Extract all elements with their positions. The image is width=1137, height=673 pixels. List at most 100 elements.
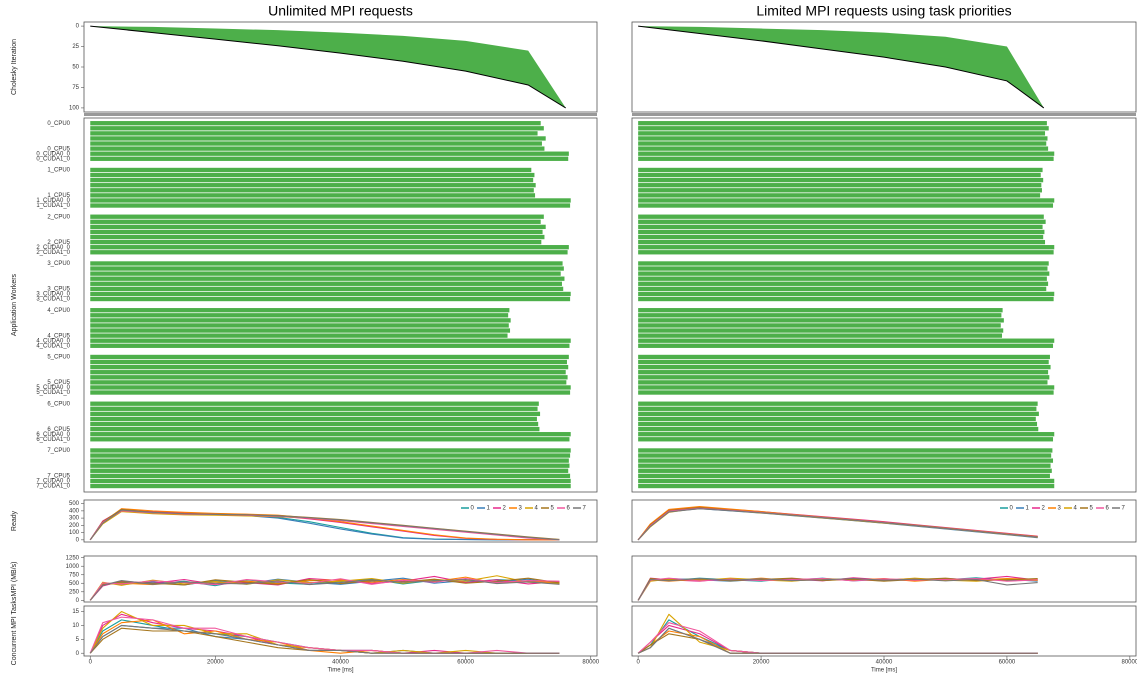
worker-bar xyxy=(638,318,1004,323)
x-tick-label: 80000 xyxy=(1122,660,1137,666)
worker-bar xyxy=(638,266,1048,271)
worker-label: 3_CPU5 xyxy=(47,287,70,293)
y-tick-label: 200 xyxy=(69,523,80,529)
worker-bar xyxy=(90,432,571,437)
worker-bar xyxy=(90,219,541,224)
series-line xyxy=(637,627,1038,654)
legend-label: 5 xyxy=(551,506,555,512)
worker-bar xyxy=(638,136,1048,141)
worker-bar xyxy=(90,146,545,151)
worker-bar xyxy=(638,453,1052,458)
worker-label: 1_CPU0 xyxy=(47,168,70,174)
worker-bar xyxy=(638,198,1055,203)
legend-label: 2 xyxy=(503,506,507,512)
worker-bar xyxy=(90,271,561,276)
task-area xyxy=(90,26,566,108)
worker-bar xyxy=(638,214,1044,219)
worker-bar xyxy=(638,291,1055,297)
worker-label: 1_CUDA1_0 xyxy=(36,203,70,209)
worker-bar xyxy=(90,266,564,271)
x-tick-label: 40000 xyxy=(876,660,893,666)
worker-bar xyxy=(90,151,569,156)
legend-label: 4 xyxy=(535,506,539,512)
legend-label: 7 xyxy=(1122,506,1126,512)
worker-bar xyxy=(638,359,1049,365)
worker-bar xyxy=(90,375,568,380)
worker-label: 0_CPU0 xyxy=(47,121,70,127)
worker-bar xyxy=(638,193,1041,198)
worker-bar xyxy=(90,411,541,417)
y-tick-label: 0 xyxy=(76,598,80,604)
worker-bar xyxy=(638,177,1044,183)
y-tick-label: 750 xyxy=(69,572,80,578)
y-tick-label: 5 xyxy=(76,637,80,643)
worker-bar xyxy=(90,229,543,235)
y-tick-label: 100 xyxy=(69,105,80,111)
series-line xyxy=(89,509,560,541)
worker-bar xyxy=(638,172,1041,178)
legend-label: 6 xyxy=(567,506,571,512)
worker-bar xyxy=(638,286,1047,292)
worker-label: 5_CPU5 xyxy=(47,380,70,386)
worker-bar xyxy=(90,245,569,250)
worker-bar xyxy=(638,483,1055,489)
worker-label: 0_CUDA0_0 xyxy=(36,151,70,157)
worker-bar xyxy=(638,281,1049,286)
completion-line xyxy=(90,25,566,109)
worker-bar xyxy=(90,354,569,360)
worker-label: 3_CUDA1_0 xyxy=(36,297,70,303)
series-line xyxy=(637,508,1038,541)
worker-bar xyxy=(638,156,1054,161)
worker-label: 3_CPU0 xyxy=(47,261,70,267)
worker-bar xyxy=(638,432,1055,437)
worker-bar xyxy=(90,234,545,240)
worker-bar xyxy=(638,183,1042,188)
worker-bar xyxy=(638,343,1054,348)
legend-label: 5 xyxy=(1090,506,1094,512)
y-tick-label: 1250 xyxy=(66,555,80,561)
worker-bar xyxy=(90,188,534,193)
worker-bar xyxy=(90,359,567,365)
worker-bar xyxy=(90,453,571,458)
worker-bar xyxy=(638,271,1050,276)
series-line xyxy=(89,624,560,654)
worker-bar xyxy=(638,296,1054,302)
worker-label: 2_CPU0 xyxy=(47,214,70,220)
worker-bar xyxy=(90,131,538,136)
x-axis-label: Time [ms] xyxy=(327,668,353,673)
worker-bar xyxy=(638,141,1047,146)
worker-bar xyxy=(638,250,1054,255)
worker-label: 0_CUDA1_0 xyxy=(36,156,70,162)
legend-label: 3 xyxy=(519,506,523,512)
y-axis-label: Application Workers xyxy=(11,273,18,336)
worker-bar xyxy=(90,172,535,178)
x-tick-label: 80000 xyxy=(582,660,599,666)
worker-bar xyxy=(638,219,1046,224)
y-tick-label: 100 xyxy=(69,530,80,536)
worker-label: 2_CPU5 xyxy=(47,240,70,246)
series-line xyxy=(89,577,560,601)
worker-label: 4_CPU0 xyxy=(47,308,70,314)
worker-bar xyxy=(90,183,536,188)
task-area xyxy=(638,26,1044,108)
y-tick-label: 1000 xyxy=(66,564,80,570)
worker-bar xyxy=(90,167,532,173)
worker-label: 4_CUDA0_0 xyxy=(36,338,70,344)
worker-bar xyxy=(638,131,1046,136)
worker-bar xyxy=(90,333,508,338)
y-axis-label: Concurrent MPI Tasks xyxy=(11,596,18,665)
worker-bar xyxy=(90,385,571,390)
legend-label: 6 xyxy=(1106,506,1110,512)
worker-bar xyxy=(638,458,1054,463)
worker-bar xyxy=(90,463,570,468)
worker-bar xyxy=(90,126,544,131)
worker-bar xyxy=(90,193,536,198)
worker-bar xyxy=(90,426,540,432)
worker-bar xyxy=(90,437,570,442)
worker-bar xyxy=(638,224,1043,230)
worker-bar xyxy=(638,385,1055,390)
worker-bar xyxy=(90,239,542,245)
worker-bar xyxy=(638,421,1038,427)
worker-bar xyxy=(90,214,544,219)
worker-bar xyxy=(90,483,571,489)
